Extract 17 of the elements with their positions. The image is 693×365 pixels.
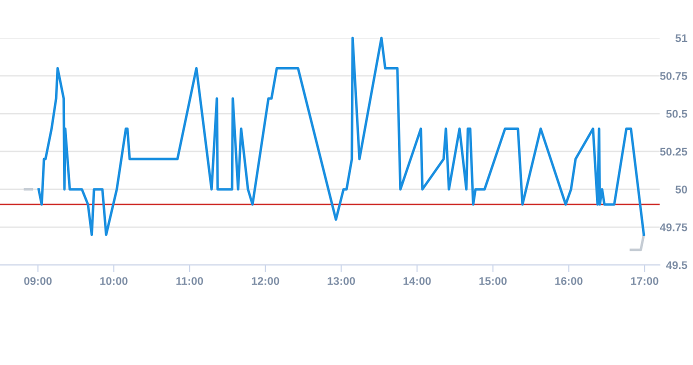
x-tick-label: 17:00 — [631, 277, 658, 285]
y-tick-label: 51 — [676, 34, 688, 42]
y-tick-label: 49.75 — [660, 223, 688, 232]
x-tick-label: 13:00 — [328, 277, 355, 285]
y-tick-label: 50.75 — [660, 72, 688, 80]
line-series — [37, 36, 646, 236]
x-tick-label: 16:00 — [555, 277, 582, 285]
x-tick-label: 10:00 — [100, 277, 128, 285]
x-tick-label: 12:00 — [252, 277, 280, 285]
y-tick-label: 50.5 — [666, 110, 688, 118]
x-tick-label: 14:00 — [404, 277, 431, 285]
x-tick-label: 09:00 — [24, 277, 52, 285]
y-tick-label: 50.25 — [660, 148, 688, 156]
y-tick-label: 49.5 — [666, 261, 688, 270]
x-tick-label: 15:00 — [479, 277, 507, 285]
y-tick-label: 50 — [676, 186, 688, 194]
x-tick-label: 11:00 — [176, 277, 204, 285]
